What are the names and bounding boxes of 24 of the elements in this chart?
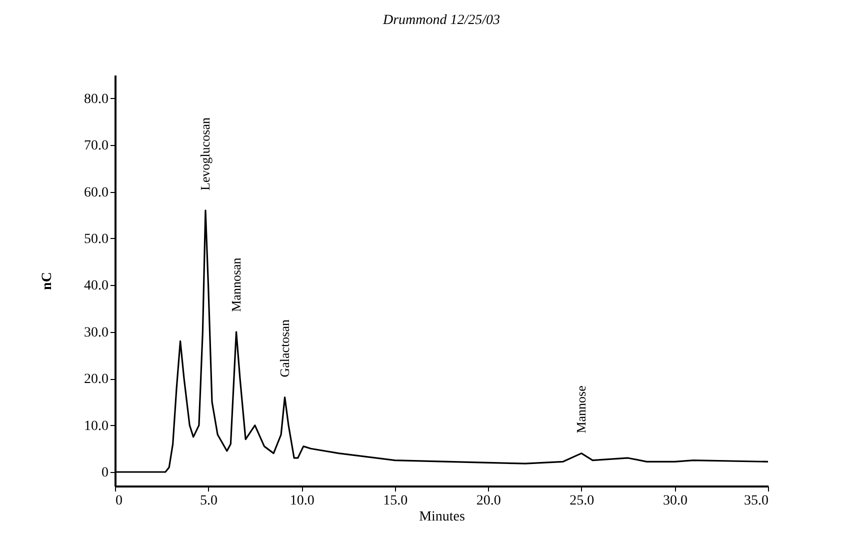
annotation: Galactosan [276, 319, 292, 378]
x-tick-label: 0 [116, 494, 122, 508]
y-tick-label: 10.0 [84, 418, 108, 434]
x-tick-label: 15.0 [383, 494, 408, 508]
annotation: Mannose [573, 385, 588, 434]
annotation: Levoglucosan [197, 117, 212, 190]
y-tick-label: 50.0 [84, 232, 108, 247]
x-tick-label: 30.0 [662, 494, 688, 508]
chart-title: Drummond 12/25/03 [382, 13, 500, 28]
y-tick-label: 30.0 [84, 325, 108, 340]
x-axis-title: Minutes [419, 510, 465, 524]
x-tick-label: 5.0 [200, 494, 218, 508]
y-axis-title: nC [40, 272, 55, 290]
y-tick-label: 20.0 [84, 372, 108, 388]
y-tick-label: 0 [102, 465, 108, 480]
x-tick-label: 10.0 [290, 494, 314, 508]
y-tick-label: 70.0 [84, 138, 108, 154]
y-tick-label: 40.0 [84, 278, 108, 294]
x-tick-label: 35.0 [744, 494, 768, 508]
annotation: Mannosan [228, 257, 244, 312]
y-tick-label: 80.0 [84, 92, 108, 107]
x-tick-label: 20.0 [476, 494, 501, 508]
x-tick-label: 25.0 [570, 494, 594, 508]
y-tick-label: 60.0 [84, 185, 108, 200]
